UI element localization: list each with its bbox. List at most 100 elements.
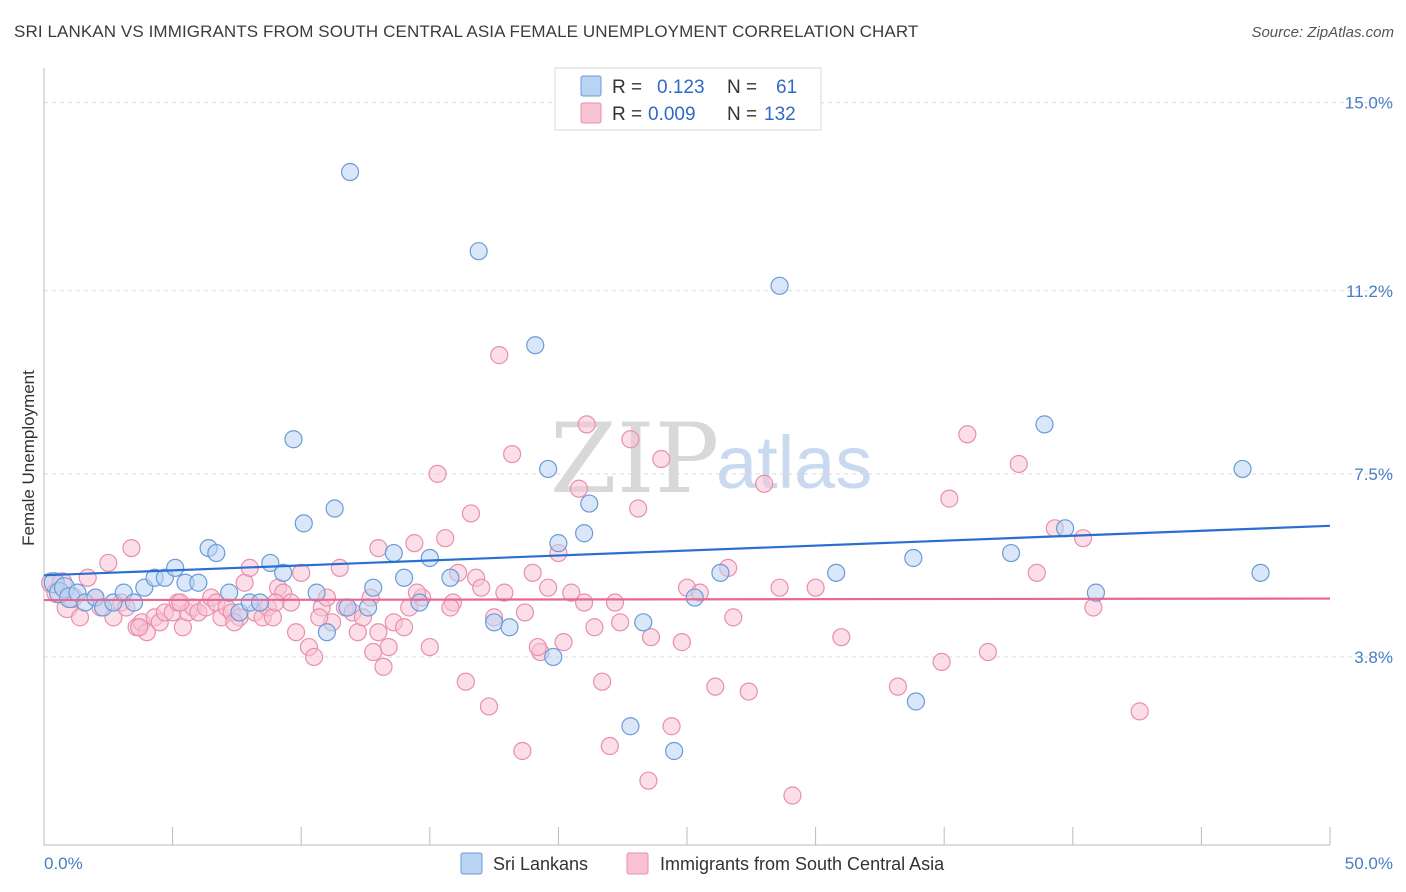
immigrants-point-96 <box>706 677 725 696</box>
sri-lankans-point-53 <box>827 563 846 582</box>
sri-lankans-point-62 <box>544 647 563 667</box>
sri-lankans-point-58 <box>1055 519 1075 538</box>
sri-lankans-point-60 <box>1233 459 1252 479</box>
sri-lankans-point-43 <box>539 459 558 479</box>
sri-lankans-point-37 <box>420 548 439 568</box>
immigrants-point-83 <box>569 479 589 498</box>
immigrants-point-111 <box>1130 702 1149 721</box>
immigrants-point-76 <box>513 741 532 761</box>
legend-n-label-pink: N = <box>727 104 757 125</box>
chart-source: Source: ZipAtlas.com <box>1251 24 1394 41</box>
chart-title: SRI LANKAN VS IMMIGRANTS FROM SOUTH CENT… <box>14 22 919 41</box>
immigrants-point-13 <box>122 538 141 558</box>
immigrants-point-6 <box>78 568 97 587</box>
immigrants-point-100 <box>770 578 789 597</box>
immigrants-point-85 <box>585 618 604 637</box>
immigrants-point-72 <box>479 697 499 716</box>
sri-lankans-point-44 <box>549 534 568 553</box>
immigrants-point-114 <box>369 623 388 642</box>
immigrants-point-38 <box>263 608 283 627</box>
immigrants-point-73 <box>490 346 509 365</box>
legend-n-value-blue: 61 <box>776 77 797 98</box>
immigrants-point-123 <box>672 633 691 652</box>
sri-lankans-point-54 <box>904 548 923 568</box>
immigrants-point-99 <box>755 474 774 493</box>
sri-lankans-point-52 <box>770 276 789 295</box>
immigrants-point-91 <box>639 771 658 790</box>
legend-top: R = 0.123 N = 61 R = 0.009 N = 132 <box>554 67 822 131</box>
sri-lankans-point-38 <box>441 568 460 587</box>
y-tick-label-3: 15.0% <box>1345 94 1393 113</box>
x-tick-label-1: 50.0% <box>1345 854 1393 873</box>
immigrants-point-56 <box>374 657 393 676</box>
immigrants-point-92 <box>652 449 671 469</box>
immigrants-point-63 <box>420 637 439 657</box>
immigrants-point-65 <box>436 529 455 548</box>
immigrants-point-119 <box>130 618 149 637</box>
immigrants-point-105 <box>958 425 977 444</box>
sri-lankans-point-59 <box>1086 583 1106 602</box>
trend-lines <box>43 524 1331 602</box>
immigrants-point-108 <box>1027 563 1046 582</box>
immigrants-point-61 <box>405 534 424 553</box>
sri-lankans-point-26 <box>294 514 313 533</box>
immigrants-point-45 <box>304 647 324 667</box>
immigrants-point-87 <box>600 736 619 756</box>
y-tick-label-2: 11.2% <box>1346 282 1393 301</box>
immigrants-point-113 <box>441 598 460 617</box>
sri-lankans-point-49 <box>665 741 684 761</box>
immigrants-point-103 <box>888 677 908 696</box>
immigrants-point-49 <box>330 558 349 577</box>
immigrants-point-59 <box>394 618 414 637</box>
immigrants-point-130 <box>515 603 535 622</box>
immigrants-point-126 <box>932 652 951 672</box>
sri-lankans-point-33 <box>364 578 383 597</box>
immigrants-point-102 <box>832 628 851 647</box>
sri-lankans-point-45 <box>575 524 594 543</box>
immigrants-point-122 <box>575 593 594 612</box>
x-tick-label-0: 0.0% <box>44 854 83 873</box>
immigrants-point-41 <box>281 593 301 612</box>
y-tick-label-0: 3.8% <box>1354 648 1393 667</box>
sri-lankans-point-29 <box>325 499 344 518</box>
immigrants-point-81 <box>554 633 573 652</box>
sri-lankans-point-27 <box>307 583 326 602</box>
legend-r-label-pink: R = <box>612 104 642 125</box>
immigrants-point-116 <box>266 593 285 612</box>
legend-bottom: Sri Lankans Immigrants from South Centra… <box>460 852 945 875</box>
immigrants-point-106 <box>978 642 998 662</box>
immigrants-point-90 <box>629 499 648 518</box>
immigrants-point-124 <box>724 608 743 627</box>
trend-line-sri-lankans <box>43 524 1331 577</box>
legend-r-value-pink: 0.009 <box>648 104 696 125</box>
sri-lankans-point-14 <box>166 558 185 577</box>
sri-lankans-point-55 <box>906 692 926 711</box>
immigrants-point-9 <box>99 553 118 573</box>
sri-lankans-point-35 <box>394 568 414 587</box>
sri-lankans-point-10 <box>124 593 144 612</box>
sri-lankans-point-40 <box>485 613 504 632</box>
immigrants-point-88 <box>611 613 630 632</box>
watermark-zip: ZIP <box>550 403 719 515</box>
immigrants-point-101 <box>783 786 802 805</box>
immigrants-point-55 <box>369 538 388 558</box>
legend-n-label-blue: N = <box>727 77 757 98</box>
y-tick-labels: 3.8% 7.5% 11.2% 15.0% <box>1345 94 1393 667</box>
sri-lankans-point-32 <box>358 598 378 617</box>
immigrants-point-71 <box>472 578 491 597</box>
immigrants-point-74 <box>495 583 514 602</box>
sri-lankans-point-34 <box>384 543 403 563</box>
immigrants-point-112 <box>641 628 661 647</box>
sri-lankans-point-39 <box>469 242 488 261</box>
sri-lankans-point-42 <box>526 336 545 355</box>
legend-bottom-label-sri-lankans: Sri Lankans <box>493 854 588 874</box>
legend-bottom-label-immigrants: Immigrants from South Central Asia <box>660 854 945 874</box>
immigrants-point-77 <box>523 563 542 582</box>
immigrants-point-64 <box>428 464 447 483</box>
axes <box>43 68 1331 846</box>
immigrants-point-110 <box>1073 529 1093 548</box>
sri-lankans-point-50 <box>685 588 704 607</box>
watermark: ZIP atlas <box>550 403 872 515</box>
immigrants-point-118 <box>171 593 190 612</box>
